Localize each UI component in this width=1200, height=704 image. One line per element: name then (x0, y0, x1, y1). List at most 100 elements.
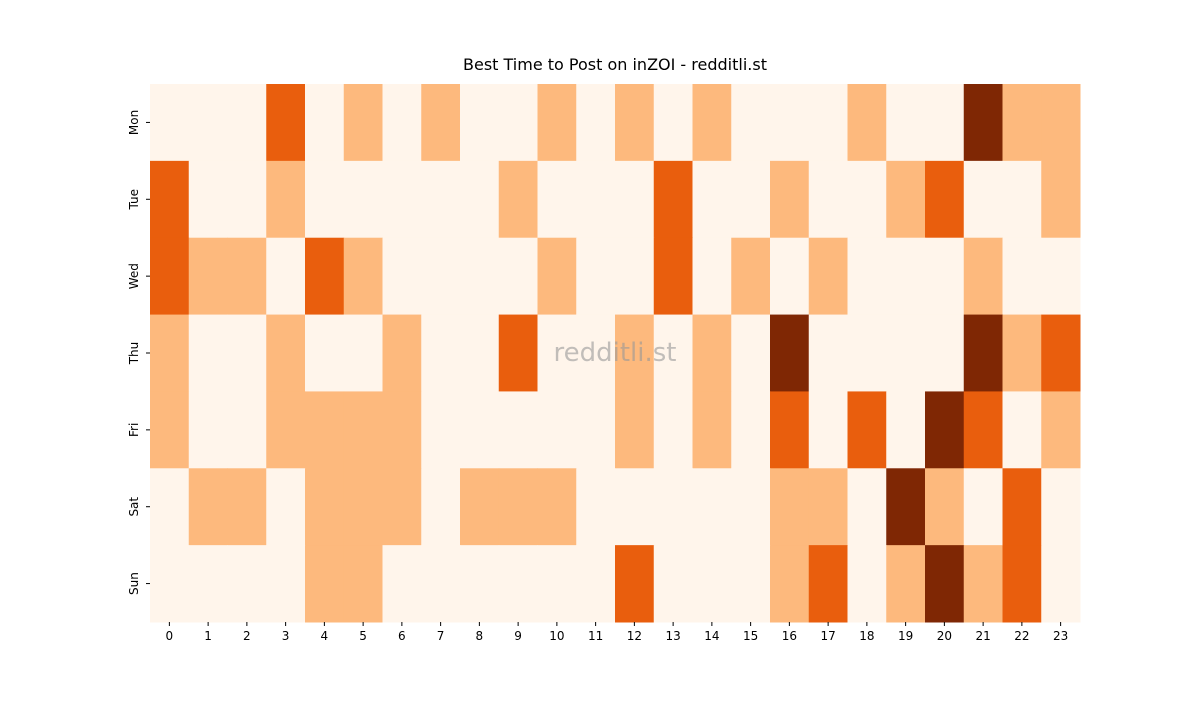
heat-cell (731, 468, 771, 546)
heat-cell (305, 237, 345, 316)
heat-cell (188, 84, 228, 162)
heat-cell (1041, 314, 1081, 392)
heat-cell (576, 391, 616, 469)
heat-cell (460, 237, 500, 316)
heat-cell (847, 391, 887, 469)
heat-cell (266, 160, 306, 239)
heat-cell (731, 314, 771, 392)
heat-cell (731, 237, 771, 316)
heat-cell (731, 545, 771, 623)
heat-cell (925, 391, 965, 469)
heat-cell (498, 314, 538, 392)
heat-cell (537, 545, 577, 623)
heat-cell (963, 391, 1003, 469)
x-tick-label: 3 (282, 629, 290, 643)
heat-cell (925, 84, 965, 162)
heat-cell (343, 237, 383, 316)
heat-cell (615, 84, 655, 162)
heat-cell (731, 160, 771, 239)
x-tick-label: 14 (704, 629, 719, 643)
watermark: redditli.st (554, 338, 677, 368)
heat-cell (847, 237, 887, 316)
heat-cell (188, 391, 228, 469)
heat-cell (227, 237, 267, 316)
heat-cell (460, 160, 500, 239)
x-tick-label: 10 (549, 629, 564, 643)
x-tick-label: 20 (937, 629, 952, 643)
heat-cell (537, 391, 577, 469)
heat-cell (150, 237, 190, 316)
x-tick-label: 0 (166, 629, 174, 643)
heat-cell (576, 468, 616, 546)
heat-cell (847, 160, 887, 239)
heat-cell (653, 237, 693, 316)
heat-cell (1002, 237, 1042, 316)
x-tick-label: 8 (476, 629, 484, 643)
heat-cell (770, 160, 810, 239)
heat-cell (808, 545, 848, 623)
heat-cell (266, 84, 306, 162)
heat-cell (925, 160, 965, 239)
heat-cell (886, 237, 926, 316)
heat-cell (150, 84, 190, 162)
heat-cell (1002, 84, 1042, 162)
heat-cell (576, 545, 616, 623)
heat-cell (886, 545, 926, 623)
heat-cell (653, 545, 693, 623)
heat-cell (1041, 160, 1081, 239)
y-tick-label: Tue (127, 189, 141, 211)
chart-title: Best Time to Post on inZOI - redditli.st (463, 55, 767, 74)
heat-cell (692, 314, 732, 392)
heat-cell (770, 237, 810, 316)
heat-cell (925, 545, 965, 623)
x-tick-label: 16 (782, 629, 797, 643)
heat-cell (227, 314, 267, 392)
heat-cell (266, 237, 306, 316)
heat-cell (227, 468, 267, 546)
heat-cell (963, 545, 1003, 623)
heat-cell (421, 391, 461, 469)
heat-cell (692, 545, 732, 623)
heat-cell (770, 468, 810, 546)
heat-cell (227, 84, 267, 162)
heat-cell (266, 468, 306, 546)
heat-cell (460, 391, 500, 469)
x-tick-label: 2 (243, 629, 251, 643)
heat-cell (188, 545, 228, 623)
heat-cell (150, 391, 190, 469)
heat-cell (886, 391, 926, 469)
heat-cell (266, 391, 306, 469)
heat-cell (498, 160, 538, 239)
heat-cell (421, 84, 461, 162)
heat-cell (847, 468, 887, 546)
heat-cell (963, 468, 1003, 546)
heat-cell (692, 391, 732, 469)
heat-cell (150, 314, 190, 392)
heat-cell (1041, 237, 1081, 316)
heat-cell (731, 84, 771, 162)
heat-cell (343, 468, 383, 546)
x-tick-label: 23 (1053, 629, 1068, 643)
heat-cell (421, 545, 461, 623)
heat-cell (886, 84, 926, 162)
heat-cell (615, 160, 655, 239)
heat-cell (925, 237, 965, 316)
heat-cell (382, 545, 422, 623)
x-tick-label: 6 (398, 629, 406, 643)
heat-cell (537, 84, 577, 162)
heat-cell (498, 468, 538, 546)
heat-cell (305, 314, 345, 392)
heat-cell (1002, 545, 1042, 623)
heat-cell (925, 468, 965, 546)
heat-cell (150, 468, 190, 546)
y-tick-label: Sat (127, 497, 141, 517)
heat-cell (188, 468, 228, 546)
heat-cell (770, 84, 810, 162)
heat-cell (537, 160, 577, 239)
heat-cell (266, 545, 306, 623)
heat-cell (692, 468, 732, 546)
heat-cell (615, 468, 655, 546)
heat-cell (886, 160, 926, 239)
x-tick-label: 11 (588, 629, 603, 643)
